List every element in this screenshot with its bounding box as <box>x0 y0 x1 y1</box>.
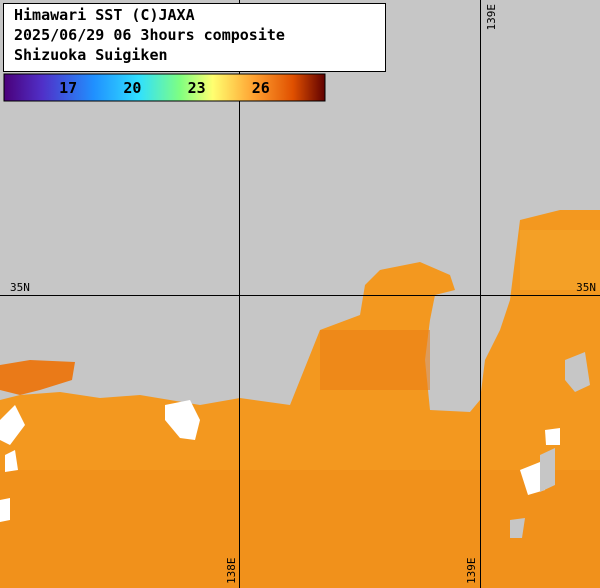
sea-texture <box>0 470 600 588</box>
header-line: 2025/06/29 06 3hours composite <box>14 26 285 44</box>
lon-label: 139E <box>465 558 478 585</box>
lon-label: 138E <box>225 558 238 585</box>
clouds <box>0 400 560 522</box>
colorbar-tick-label: 17 <box>59 79 77 97</box>
colorbar-ticks: 17 20 23 26 <box>59 79 270 97</box>
colorbar-tick-label: 23 <box>188 79 206 97</box>
lon-label: 139E <box>485 4 498 31</box>
colorbar-tick-label: 26 <box>252 79 270 97</box>
sea-texture <box>320 330 430 390</box>
lat-label: 35N <box>576 281 596 294</box>
header-box <box>3 3 386 72</box>
colorbar-tick-label: 20 <box>123 79 141 97</box>
sea <box>0 360 75 395</box>
islands <box>130 352 590 538</box>
header-line: Himawari SST (C)JAXA <box>14 6 195 24</box>
sea-texture <box>520 230 600 290</box>
colorbar <box>3 73 326 102</box>
lat-label: 35N <box>10 281 30 294</box>
header-line: Shizuoka Suigiken <box>14 46 168 64</box>
